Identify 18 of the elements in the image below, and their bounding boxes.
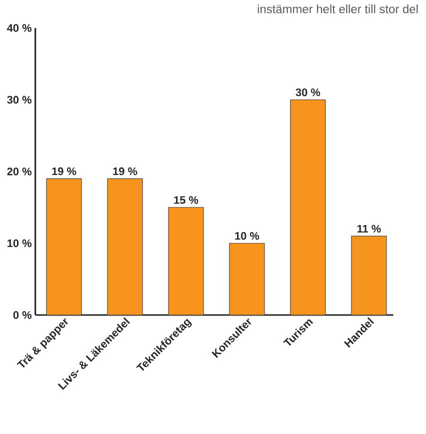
bar [351, 236, 387, 316]
bar [290, 99, 326, 316]
y-tick-label: 20 % [7, 168, 32, 176]
chart-title: instämmer helt eller till stor del [258, 4, 418, 14]
y-tick-label: 10 % [8, 239, 32, 248]
data-label: 30 % [296, 88, 320, 96]
y-tick-label: 0 % [13, 311, 32, 319]
y-tick-label: 40 % [7, 24, 32, 32]
data-label: 10 % [235, 232, 260, 240]
bar [46, 178, 82, 316]
bar [107, 178, 143, 316]
data-label: 11 % [357, 224, 381, 233]
bar [168, 207, 204, 316]
data-label: 15 % [174, 196, 198, 204]
data-label: 19 % [52, 167, 76, 176]
data-label: 19 % [113, 167, 138, 176]
y-tick-label: 30 % [7, 96, 32, 104]
bar [229, 242, 265, 316]
